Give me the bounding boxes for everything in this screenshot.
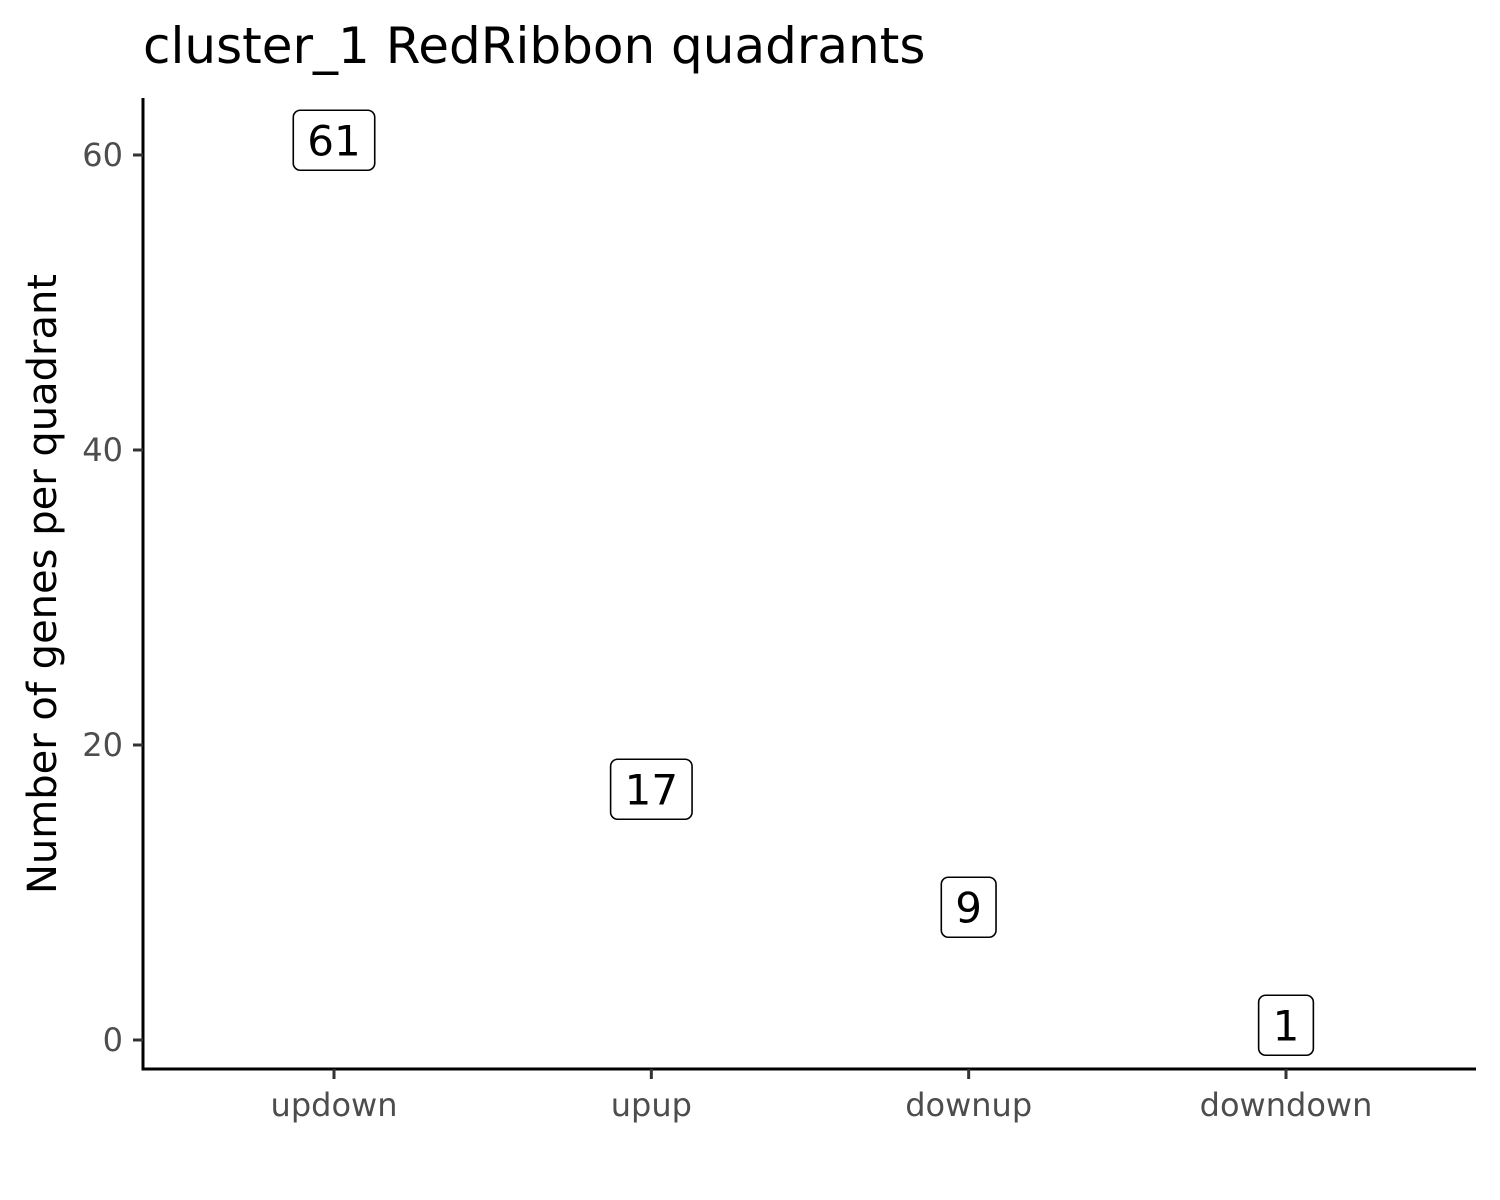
- data-label-box: [292, 109, 376, 172]
- x-tick-label: downup: [905, 1086, 1032, 1124]
- data-label: 9: [955, 883, 982, 932]
- data-label: 1: [1273, 1001, 1300, 1050]
- y-tick-label: 40: [82, 431, 123, 469]
- data-label-box: [609, 758, 693, 821]
- data-point: 61: [292, 109, 376, 172]
- y-axis-label: Number of genes per quadrant: [20, 274, 66, 894]
- data-point: 1: [1257, 994, 1315, 1057]
- data-point: 9: [940, 876, 997, 939]
- y-tick-label: 60: [82, 136, 123, 174]
- data-label-box: [1257, 994, 1315, 1057]
- data-point: 17: [609, 758, 693, 821]
- x-tick-label: upup: [611, 1086, 692, 1124]
- data-label: 61: [307, 116, 360, 165]
- chart-title: cluster_1 RedRibbon quadrants: [143, 17, 925, 75]
- x-tick-label: updown: [271, 1086, 398, 1124]
- x-tick-label: downdown: [1200, 1086, 1373, 1124]
- y-tick-label: 20: [82, 726, 123, 764]
- plot-area: 0 20 40 60 updown upup downup downdown 61 17 9 1: [82, 98, 1476, 1124]
- data-label-box: [940, 876, 997, 939]
- y-tick-label: 0: [103, 1021, 123, 1059]
- data-label: 17: [625, 765, 678, 814]
